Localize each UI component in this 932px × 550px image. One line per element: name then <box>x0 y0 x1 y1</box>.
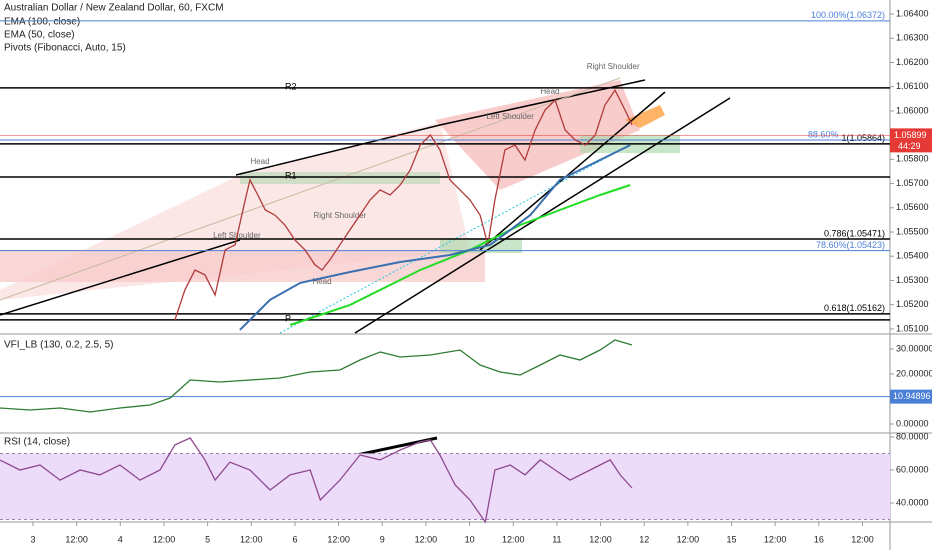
level-label: 10.94896 <box>893 391 931 401</box>
panel-title: RSI (14, close) <box>4 437 70 448</box>
legend-entry: EMA (100, close) <box>4 17 80 28</box>
pattern-label: Left Shoulder <box>486 112 534 121</box>
x-tick-label: 12:00 <box>327 534 350 544</box>
x-tick-label: 3 <box>30 534 35 544</box>
pattern-label: Head <box>250 157 269 166</box>
level-tag <box>890 389 932 404</box>
x-tick-label: 12:00 <box>415 534 438 544</box>
indicator-name: Pivots (Fibonacci, Auto, 15) <box>4 43 126 54</box>
panel-title: VFI_LB (130, 0.2, 2.5, 5) <box>4 340 114 351</box>
x-tick-label: 12 <box>639 534 649 544</box>
y-tick-label: 1.05700 <box>896 178 929 188</box>
x-tick-label: 6 <box>292 534 297 544</box>
trend-line <box>235 124 441 176</box>
x-tick-label: 12:00 <box>851 534 874 544</box>
level-label: 1(1.05864) <box>841 133 885 143</box>
x-tick-label: 10 <box>465 534 475 544</box>
series-line <box>0 437 633 524</box>
series-line <box>239 144 631 331</box>
y-tick-label: 30.00000 <box>896 343 932 353</box>
y-tick-label: 20.00000 <box>896 368 932 378</box>
y-tick-label: 1.05100 <box>896 323 929 333</box>
x-tick-label: 11 <box>552 534 561 544</box>
y-tick-label: 1.06400 <box>896 8 929 18</box>
y-tick-label: 1.05500 <box>896 226 929 236</box>
pattern-zones <box>0 80 680 300</box>
series-line <box>289 184 631 326</box>
zone <box>435 80 640 190</box>
x-tick-label: 16 <box>814 534 824 544</box>
level-label: P <box>285 313 291 323</box>
level-label: 0.786(1.05471) <box>824 228 885 238</box>
zone <box>0 122 470 300</box>
trend-line <box>354 97 731 334</box>
x-tick-label: 9 <box>380 534 385 544</box>
y-tick-label: 1.06100 <box>896 81 929 91</box>
level-label: 0.618(1.05162) <box>824 303 885 313</box>
trend-line <box>0 239 241 316</box>
pattern-label: Head <box>312 277 331 286</box>
trend-line <box>479 91 666 251</box>
y-tick-label: 1.05400 <box>896 251 929 261</box>
countdown: 44:29 <box>898 141 921 151</box>
y-tick-label: 1.06200 <box>896 57 929 67</box>
x-tick-label: 12:00 <box>677 534 700 544</box>
level-label: 88.60% <box>808 129 839 139</box>
y-tick-label: 40.0000 <box>896 497 929 507</box>
x-tick-label: 12:00 <box>764 534 787 544</box>
price-tag <box>890 128 932 153</box>
x-tick-label: 4 <box>118 534 123 544</box>
x-tick-label: 12:00 <box>589 534 612 544</box>
rsi-band <box>0 453 890 520</box>
pattern-label: Head <box>540 87 559 96</box>
y-tick-label: 1.05800 <box>896 154 929 164</box>
y-tick-label: 1.05600 <box>896 202 929 212</box>
y-tick-label: 1.06000 <box>896 105 929 115</box>
series-line <box>174 88 633 321</box>
legend-entry: EMA (50, close) <box>4 30 75 41</box>
y-tick-label: 80.0000 <box>896 431 929 441</box>
x-tick-label: 12:00 <box>153 534 176 544</box>
trend-line <box>0 77 621 301</box>
x-tick-label: 12:00 <box>502 534 525 544</box>
pattern-label: Right Shoulder <box>587 62 640 71</box>
y-tick-label: 60.0000 <box>896 464 929 474</box>
x-tick-label: 12:00 <box>65 534 88 544</box>
x-tick-label: 12:00 <box>240 534 263 544</box>
x-tick-label: 5 <box>205 534 210 544</box>
y-tick-label: 0.00000 <box>896 418 929 428</box>
pattern-label: Right Shoulder <box>313 211 366 220</box>
x-tick-label: 15 <box>727 534 737 544</box>
y-tick-label: 1.06300 <box>896 33 929 43</box>
chart-title: Australian Dollar / New Zealand Dollar, … <box>4 3 224 14</box>
level-label: R1 <box>285 170 297 180</box>
level-label: R2 <box>285 81 297 91</box>
price-label: 1.05899 <box>894 130 927 140</box>
y-tick-label: 1.05300 <box>896 275 929 285</box>
series-line <box>0 339 633 413</box>
level-label: 78.60%(1.05423) <box>816 240 885 250</box>
level-label: 100.00%(1.06372) <box>811 10 885 20</box>
zone <box>625 105 665 128</box>
y-tick-label: 1.05200 <box>896 299 929 309</box>
